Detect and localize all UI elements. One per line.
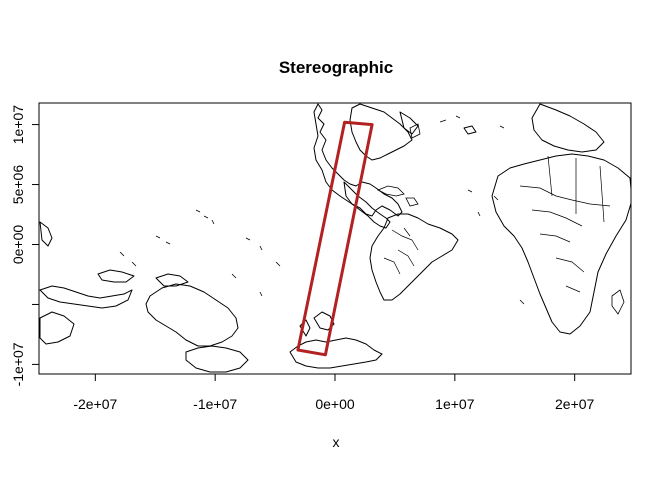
antarctica-left-coast [185, 345, 249, 373]
newfoundland-island [409, 123, 421, 139]
south-america-borders [383, 227, 419, 275]
africa-borders [519, 155, 611, 293]
central-america-coast [343, 181, 391, 229]
overlay-polygon [296, 120, 374, 357]
hawaii-islands [195, 209, 215, 225]
x-axis: -2e+07 -1e+07 0e+00 1e+07 2e+07 [73, 373, 595, 412]
europe-coast [531, 103, 605, 153]
arctic-islands [439, 115, 505, 129]
australia-coast [145, 283, 239, 347]
indonesia-coast [39, 285, 133, 309]
x-tick-label: 1e+07 [435, 396, 475, 412]
hispaniola-island [405, 197, 419, 207]
x-tick-label: -2e+07 [73, 396, 117, 412]
coastlines [39, 103, 631, 373]
atlantic-islands [467, 189, 525, 305]
pacific-islands-2 [231, 237, 281, 297]
cuba-island [377, 185, 405, 197]
labrador-coast [399, 111, 419, 135]
northeast-coast [349, 103, 413, 161]
chart-title: Stereographic [279, 58, 393, 77]
pacific-islands-1 [119, 235, 171, 267]
tierra-del-fuego-coast [313, 311, 335, 331]
africa-coast [491, 153, 631, 335]
y-tick-label: 1e+07 [10, 105, 26, 145]
y-tick-label: -1e+07 [10, 342, 26, 386]
y-tick-label: 5e+06 [10, 165, 26, 205]
new-guinea-coast [97, 269, 135, 283]
antarctica-coast [289, 337, 383, 369]
plot-box [38, 102, 632, 375]
southeast-asia-coast [39, 311, 75, 345]
x-tick-label: 2e+07 [555, 396, 595, 412]
iceland-coast [463, 125, 477, 135]
y-axis: -1e+07 0e+00 5e+06 1e+07 [10, 105, 40, 386]
australia-north-coast [155, 273, 189, 287]
x-axis-label: x [333, 434, 340, 450]
y-tick-label: 0e+00 [10, 225, 26, 265]
map-layer [39, 103, 631, 373]
madagascar-island [611, 289, 625, 315]
north-america-coast [313, 103, 403, 217]
x-tick-label: -1e+07 [193, 396, 237, 412]
x-tick-label: 0e+00 [315, 396, 355, 412]
philippines-coast [39, 221, 53, 247]
south-america-coast [369, 213, 459, 301]
